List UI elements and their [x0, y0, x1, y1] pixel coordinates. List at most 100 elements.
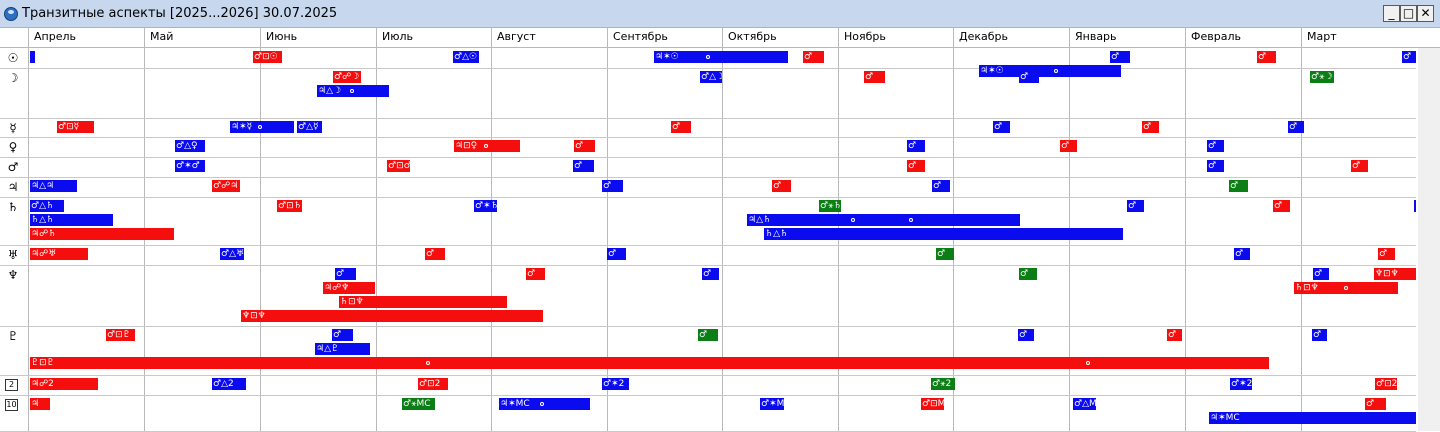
aspect-bar[interactable]: ♂ [1207, 160, 1224, 172]
aspect-bar[interactable]: ♂ [1351, 160, 1368, 172]
aspect-bar[interactable]: ♂ [607, 248, 626, 260]
aspect-bar[interactable]: ♂△2 [212, 378, 246, 390]
aspect-bar[interactable]: ♂✶♄ [474, 200, 497, 212]
aspect-bar[interactable]: ♂ [907, 160, 925, 172]
aspect-label: ♂✶2 [1231, 379, 1252, 389]
aspect-bar[interactable]: ♂✶MC [760, 398, 784, 410]
aspect-bar[interactable]: ♂⊡♄ [277, 200, 302, 212]
aspect-bar[interactable]: ♂ [772, 180, 791, 192]
aspect-bar[interactable]: ♃△♃ [30, 180, 77, 192]
aspect-bar[interactable]: ♃☍♅ [30, 248, 88, 260]
aspect-bar[interactable]: ♂ [1234, 248, 1250, 260]
aspect-bar[interactable]: ♂⊡☿ [57, 121, 94, 133]
aspect-bar[interactable]: ♂⊡♂ [387, 160, 410, 172]
aspect-bar[interactable]: ♂⚹☽ [1310, 71, 1334, 83]
aspect-bar[interactable]: ♆⊡♆ [1374, 268, 1416, 280]
aspect-bar[interactable]: ♂ [1257, 51, 1276, 63]
aspect-bar[interactable]: ♂ [671, 121, 691, 133]
aspect-bar[interactable]: ♄△♄ [764, 228, 1123, 240]
aspect-bar[interactable]: ♃△☽ [317, 85, 389, 97]
exact-point-marker [350, 89, 354, 93]
aspect-bar[interactable]: ♃✶☉ [979, 65, 1121, 77]
aspect-bar[interactable]: ♃△♄ [747, 214, 1020, 226]
aspect-bar[interactable]: ♂ [907, 140, 925, 152]
aspect-bar[interactable]: ♂ [1229, 180, 1248, 192]
aspect-bar[interactable]: ♃ [30, 398, 50, 410]
aspect-bar[interactable]: ♃△♇ [315, 343, 370, 355]
aspect-bar[interactable]: ♃✶☉ [654, 51, 788, 63]
aspect-bar[interactable]: ♂ [574, 140, 595, 152]
right-scroll-area[interactable] [1418, 48, 1440, 431]
aspect-bar[interactable]: ♂△♀ [175, 140, 205, 152]
row-divider [0, 157, 1416, 158]
aspect-label: ♃✶☉ [980, 66, 1004, 76]
aspect-bar[interactable]: ♂ [1110, 51, 1130, 63]
aspect-bar[interactable]: ♄⊡♆ [339, 296, 507, 308]
aspect-bar[interactable] [1414, 200, 1416, 212]
aspect-bar[interactable]: ♂⊡2 [1375, 378, 1397, 390]
aspect-bar[interactable]: ♂ [936, 248, 954, 260]
aspect-bar[interactable]: ♂ [1019, 71, 1039, 83]
aspect-bar[interactable]: ♂⚹MC [402, 398, 435, 410]
aspect-bar[interactable]: ♂ [1378, 248, 1395, 260]
aspect-bar[interactable]: ♂ [335, 268, 356, 280]
aspect-bar[interactable]: ♄⊡♆ [1294, 282, 1398, 294]
aspect-bar[interactable]: ♂ [698, 329, 718, 341]
aspect-bar[interactable]: ♂ [425, 248, 445, 260]
maximize-button[interactable]: □ [1400, 5, 1417, 22]
aspect-bar[interactable]: ♂ [993, 121, 1010, 133]
aspect-bar[interactable]: ♂ [1060, 140, 1077, 152]
aspect-bar[interactable]: ♂ [702, 268, 719, 280]
aspect-bar[interactable]: ♂⊡☉ [253, 51, 282, 63]
aspect-bar[interactable]: ♂ [1312, 329, 1327, 341]
aspect-bar[interactable]: ♂ [1365, 398, 1386, 410]
aspect-bar[interactable]: ♃☍♄ [30, 228, 174, 240]
aspect-bar[interactable]: ♂✶♂ [175, 160, 205, 172]
aspect-bar[interactable]: ♂ [1402, 51, 1416, 63]
aspect-bar[interactable]: ♃⊡♀ [454, 140, 520, 152]
aspect-bar[interactable]: ♂ [803, 51, 824, 63]
aspect-bar[interactable]: ♂ [526, 268, 545, 280]
aspect-bar[interactable]: ♆⊡♆ [241, 310, 543, 322]
aspect-bar[interactable]: ♃☍2 [30, 378, 98, 390]
aspect-bar[interactable]: ♂△♄ [30, 200, 64, 212]
aspect-bar[interactable]: ♂△♅ [220, 248, 244, 260]
aspect-bar[interactable]: ♂ [1207, 140, 1224, 152]
aspect-bar[interactable]: ♂ [602, 180, 623, 192]
aspect-bar[interactable]: ♄△♄ [30, 214, 113, 226]
aspect-bar[interactable]: ♂⊡MC [921, 398, 944, 410]
aspect-bar[interactable]: ♂ [573, 160, 594, 172]
aspect-bar[interactable]: ♃✶MC [499, 398, 590, 410]
aspect-bar[interactable]: ♂△☽ [700, 71, 722, 83]
aspect-bar[interactable]: ♂⊡2 [418, 378, 448, 390]
aspect-bar[interactable]: ♂✶2 [1230, 378, 1252, 390]
aspect-bar[interactable]: ♂ [1313, 268, 1329, 280]
aspect-bar[interactable] [30, 51, 35, 63]
close-button[interactable]: ✕ [1417, 5, 1434, 22]
aspect-bar[interactable]: ♂ [932, 180, 950, 192]
aspect-bar[interactable]: ♂⚹♄ [819, 200, 841, 212]
aspect-bar[interactable]: ♂ [864, 71, 885, 83]
aspect-bar[interactable]: ♃✶☿ [230, 121, 294, 133]
aspect-bar[interactable]: ♂ [1127, 200, 1144, 212]
aspect-bar[interactable]: ♂ [1167, 329, 1182, 341]
aspect-bar[interactable]: ♂△☉ [453, 51, 479, 63]
aspect-bar[interactable]: ♂✶2 [602, 378, 629, 390]
aspect-bar[interactable]: ♂⚹2 [931, 378, 955, 390]
aspect-bar[interactable]: ♂ [1288, 121, 1304, 133]
aspect-bar[interactable]: ♂ [1018, 329, 1034, 341]
aspect-bar[interactable]: ♂△MC [1073, 398, 1096, 410]
aspect-bar[interactable]: ♂ [1019, 268, 1037, 280]
aspect-bar[interactable]: ♂ [332, 329, 353, 341]
aspect-bar[interactable]: ♇⊡♇ [30, 357, 1269, 369]
aspect-bar[interactable]: ♃✶MC [1209, 412, 1416, 424]
aspect-bar[interactable]: ♂⊡♇ [106, 329, 135, 341]
minimize-button[interactable]: _ [1383, 5, 1400, 22]
planet-label: ☿ [9, 121, 17, 135]
aspect-bar[interactable]: ♂☍♃ [212, 180, 240, 192]
aspect-bar[interactable]: ♂ [1142, 121, 1159, 133]
aspect-bar[interactable]: ♂△☿ [297, 121, 322, 133]
aspect-bar[interactable]: ♃☍♆ [323, 282, 375, 294]
aspect-bar[interactable]: ♂☍☽ [333, 71, 361, 83]
aspect-bar[interactable]: ♂ [1273, 200, 1290, 212]
